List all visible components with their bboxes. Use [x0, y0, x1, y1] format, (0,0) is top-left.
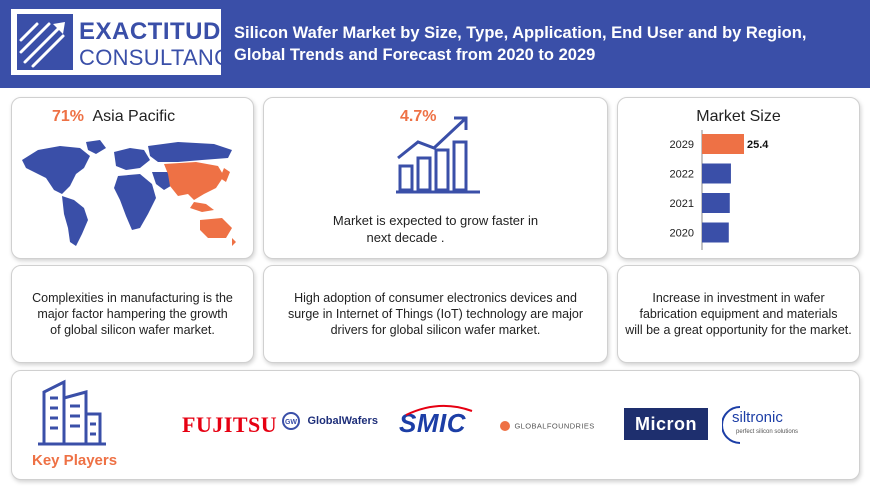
chart-bar: [702, 193, 730, 213]
report-title-line1: Silicon Wafer Market by Size, Type, Appl…: [234, 24, 807, 42]
siltronic-arc-icon: [722, 406, 741, 444]
chart-category-label: 2029: [670, 139, 694, 151]
logo-text-bottom: CONSULTANCY: [79, 45, 246, 70]
chart-title: Market Size: [696, 108, 781, 125]
key-players-label: Key Players: [32, 452, 118, 469]
logo-text-top: EXACTITUDE: [79, 18, 238, 45]
opportunity-text-line1: Increase in investment in wafer: [652, 291, 825, 305]
region-card: 71% Asia Pacific: [11, 97, 254, 259]
world-map-icon: [22, 140, 236, 246]
globalfoundries-dot-icon: [500, 420, 510, 431]
chart-category-label: 2022: [670, 169, 694, 181]
driver-text-line1: High adoption of consumer electronics de…: [294, 291, 577, 305]
globalfoundries-text: GLOBALFOUNDRIES: [514, 421, 595, 431]
restraint-text: Complexities in manufacturing is the maj…: [12, 290, 253, 338]
report-title-line2: Global Trends and Forecast from 2020 to …: [234, 46, 596, 64]
growth-chart-icon: [396, 116, 480, 194]
restraint-card: Complexities in manufacturing is the maj…: [11, 265, 254, 363]
chart-data-label: 25.4: [747, 139, 769, 151]
restraint-text-line3: of global silicon wafer market.: [50, 323, 215, 337]
restraint-text-line1: Complexities in manufacturing is the: [32, 291, 233, 305]
driver-text-line3: drivers for global silicon wafer market.: [330, 323, 541, 337]
market-size-bar-chart: 2029 25.4 2022 2021 2020: [670, 130, 769, 250]
logo-arrows-icon: [17, 14, 73, 70]
region-heading: 71% Asia Pacific: [52, 108, 175, 126]
opportunity-text-line2: fabrication equipment and materials: [639, 307, 838, 321]
cagr-value: 4.7%: [400, 108, 437, 125]
region-name: Asia Pacific: [92, 108, 176, 125]
restraint-text-line2: major factor hampering the growth: [37, 307, 228, 321]
driver-text-line2: surge in Internet of Things (IoT) techno…: [287, 307, 584, 321]
siltronic-text: siltronic: [732, 409, 783, 426]
driver-text: High adoption of consumer electronics de…: [264, 290, 607, 338]
company-logo[interactable]: EXACTITUDE CONSULTANCY: [11, 9, 245, 75]
globalwafers-text: GlobalWafers: [307, 415, 378, 427]
opportunity-text-line3: will be a great opportunity for the mark…: [625, 323, 852, 337]
driver-card: High adoption of consumer electronics de…: [263, 265, 608, 363]
logo-fujitsu: FUJITSU: [182, 412, 278, 437]
chart-category-label: 2020: [670, 228, 694, 240]
logo-globalwafers: GW GlobalWafers: [282, 412, 378, 432]
report-title: Silicon Wafer Market by Size, Type, Appl…: [234, 22, 864, 66]
chart-bar: [702, 134, 744, 154]
growth-description: Market is expected to grow faster in nex…: [264, 212, 607, 246]
market-size-card: Market Size 2029 25.4 2022 2021 2020: [617, 97, 860, 259]
smic-swoosh-icon: [405, 404, 473, 416]
logo-micron: Micron: [624, 408, 708, 440]
opportunity-text: Increase in investment in wafer fabricat…: [618, 290, 859, 338]
chart-bar: [702, 163, 731, 184]
opportunity-card: Increase in investment in wafer fabricat…: [617, 265, 860, 363]
header-banner: EXACTITUDE CONSULTANCY Silicon Wafer Mar…: [0, 0, 870, 88]
region-share: 71%: [52, 108, 85, 125]
chart-category-label: 2021: [670, 198, 694, 210]
growth-card: 4.7% Market is expected to grow faster i…: [263, 97, 608, 259]
building-icon: [38, 379, 106, 446]
siltronic-tagline: perfect silicon solutions: [736, 429, 799, 435]
growth-description-line2: next decade .: [366, 230, 445, 245]
logo-globalfoundries: GLOBALFOUNDRIES: [500, 417, 595, 435]
chart-bar: [702, 222, 729, 243]
globalwafers-mark-icon: GW: [282, 412, 300, 430]
key-players-card: [11, 370, 860, 480]
growth-description-line1: Market is expected to grow faster in: [332, 213, 539, 228]
